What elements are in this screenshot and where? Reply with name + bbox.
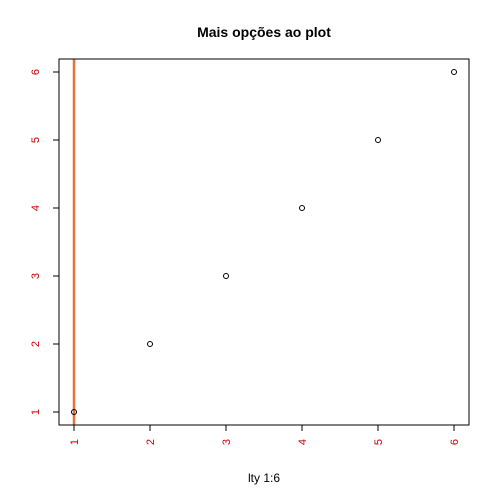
y-tick-label: 1 bbox=[30, 409, 42, 415]
x-tick-label: 3 bbox=[221, 439, 233, 445]
y-tick-label: 6 bbox=[30, 69, 42, 75]
x-tick-label: 2 bbox=[145, 439, 157, 445]
chart-title: Mais opções ao plot bbox=[197, 24, 331, 40]
y-tick-label: 4 bbox=[30, 205, 42, 211]
x-axis-label: lty 1:6 bbox=[248, 471, 280, 485]
x-tick-label: 6 bbox=[449, 439, 461, 445]
x-tick-label: 5 bbox=[373, 439, 385, 445]
x-tick-label: 1 bbox=[69, 439, 81, 445]
y-tick-label: 2 bbox=[30, 341, 42, 347]
y-tick-label: 5 bbox=[30, 137, 42, 143]
y-tick-label: 3 bbox=[30, 273, 42, 279]
x-tick-label: 4 bbox=[297, 439, 309, 445]
